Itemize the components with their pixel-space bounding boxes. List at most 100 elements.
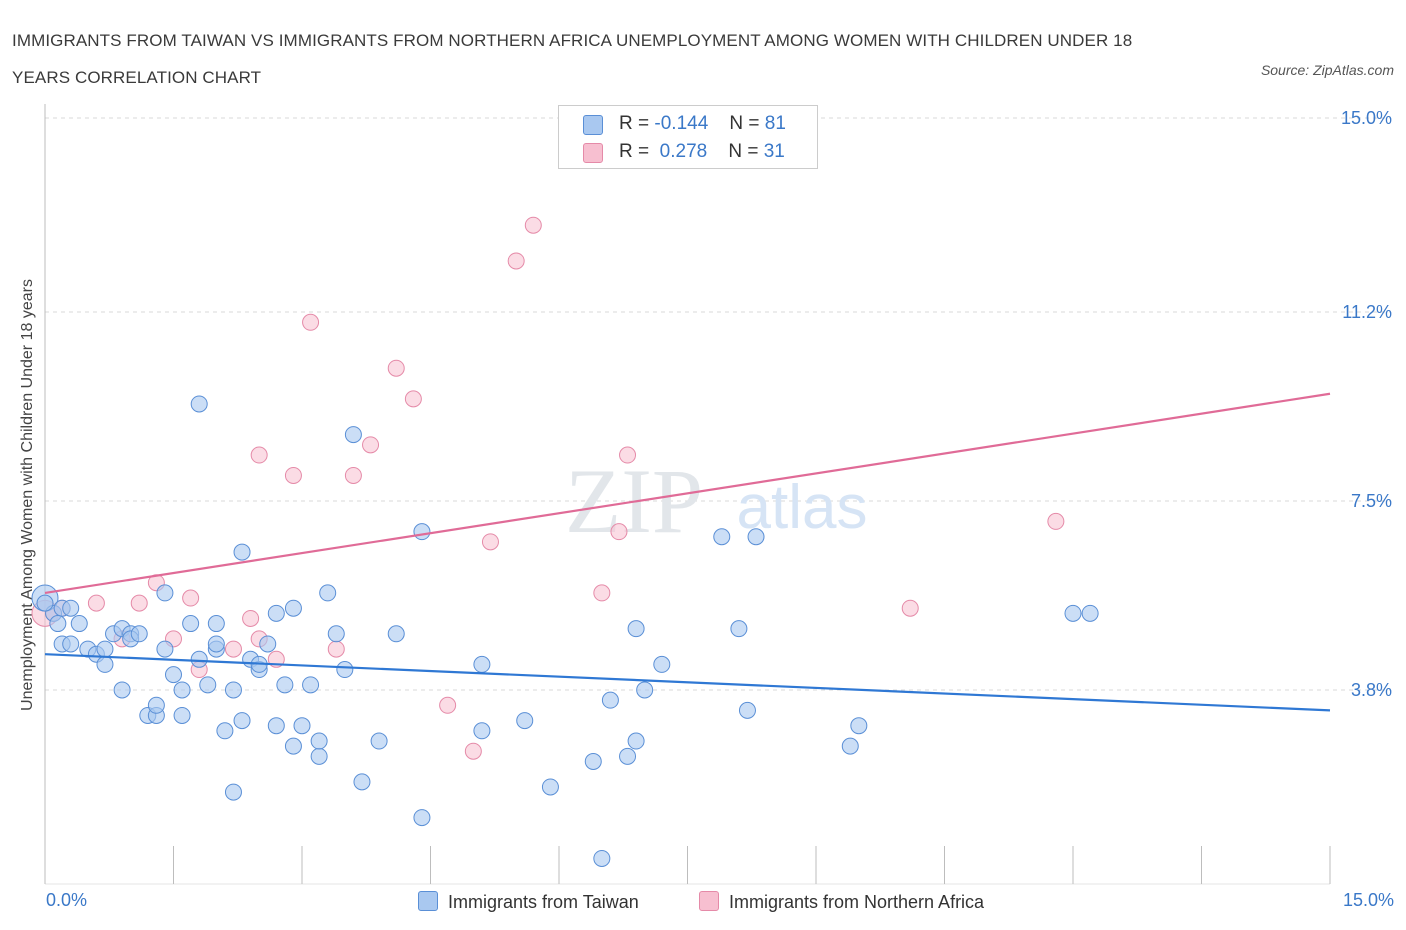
data-point-taiwan <box>224 681 242 699</box>
data-point-taiwan <box>130 625 148 643</box>
data-point-taiwan <box>267 717 285 735</box>
data-point-taiwan <box>207 635 225 653</box>
legend-item-northern-africa[interactable]: Immigrants from Northern Africa <box>699 889 984 915</box>
data-point-taiwan <box>601 691 619 709</box>
source-label: Source: ZipAtlas.com <box>1260 62 1394 78</box>
data-point-taiwan <box>156 640 174 658</box>
data-point-taiwan <box>173 681 191 699</box>
data-point-taiwan <box>62 635 80 653</box>
y-tick-label: 7.5% <box>1351 491 1392 511</box>
data-point-taiwan <box>147 696 165 714</box>
data-point-taiwan <box>841 737 859 755</box>
data-point-taiwan <box>1064 604 1082 622</box>
data-point-northern-africa <box>593 584 611 602</box>
data-point-taiwan <box>747 528 765 546</box>
data-point-taiwan <box>276 676 294 694</box>
data-point-taiwan <box>216 722 234 740</box>
data-point-taiwan <box>70 615 88 633</box>
data-point-taiwan <box>541 778 559 796</box>
data-point-northern-africa <box>610 523 628 541</box>
data-point-taiwan <box>327 625 345 643</box>
data-point-taiwan <box>302 676 320 694</box>
y-tick-label: 15.0% <box>1341 108 1392 128</box>
data-point-taiwan <box>516 712 534 730</box>
data-point-taiwan <box>1081 604 1099 622</box>
data-point-northern-africa <box>404 390 422 408</box>
data-point-taiwan <box>344 426 362 444</box>
data-point-taiwan <box>49 615 67 633</box>
data-point-northern-africa <box>344 466 362 484</box>
data-point-taiwan <box>370 732 388 750</box>
taiwan-r-label: R = <box>619 113 650 134</box>
trend-line-taiwan <box>44 653 1331 712</box>
data-point-taiwan <box>310 747 328 765</box>
data-point-taiwan <box>233 712 251 730</box>
data-point-northern-africa <box>130 594 148 612</box>
nafrica-n-value: 31 <box>763 141 785 162</box>
data-point-taiwan <box>165 666 182 684</box>
trend-lines <box>44 392 1331 712</box>
taiwan-n-label: N = <box>729 113 760 134</box>
data-point-northern-africa <box>1047 512 1065 530</box>
data-point-northern-africa <box>250 446 268 464</box>
data-point-taiwan <box>224 783 242 801</box>
data-point-northern-africa <box>87 594 105 612</box>
data-point-taiwan <box>36 594 54 612</box>
grid-lines <box>45 117 1390 691</box>
data-point-taiwan <box>413 523 431 541</box>
nafrica-r-label: R = <box>619 141 650 162</box>
data-point-northern-africa <box>327 640 345 658</box>
data-point-taiwan <box>353 773 371 791</box>
data-point-taiwan <box>730 620 748 638</box>
data-point-taiwan <box>182 615 200 633</box>
data-point-taiwan <box>413 809 431 827</box>
y-tick-label: 11.2% <box>1342 302 1392 322</box>
data-point-northern-africa <box>524 216 542 234</box>
data-point-northern-africa <box>481 533 499 551</box>
data-point-northern-africa <box>224 640 242 658</box>
legend-label-northern-africa: Immigrants from Northern Africa <box>729 892 985 912</box>
data-point-taiwan <box>113 681 131 699</box>
data-point-northern-africa <box>284 466 302 484</box>
data-point-taiwan <box>233 543 251 561</box>
data-point-taiwan <box>284 599 302 617</box>
data-point-taiwan <box>619 747 637 765</box>
data-point-taiwan <box>207 615 225 633</box>
trend-line-northern-africa <box>44 392 1331 595</box>
data-point-taiwan <box>96 640 114 658</box>
data-point-taiwan <box>190 650 208 668</box>
data-point-taiwan <box>627 620 645 638</box>
data-point-northern-africa <box>439 696 457 714</box>
data-point-taiwan <box>473 722 491 740</box>
x-tick-label-max: 15.0% <box>1342 890 1394 910</box>
data-point-taiwan <box>319 584 337 602</box>
series-northern-africa-points <box>31 216 1065 760</box>
data-point-taiwan <box>713 528 731 546</box>
data-point-taiwan <box>293 717 311 735</box>
data-point-taiwan <box>62 599 80 617</box>
data-point-taiwan <box>336 661 354 679</box>
series-legend: Immigrants from Taiwan Immigrants from N… <box>0 889 1406 915</box>
data-point-taiwan <box>627 732 645 750</box>
correlation-legend: R = -0.144 N = 81 R = 0.278 N = 31 <box>558 105 818 169</box>
data-point-northern-africa <box>302 313 320 331</box>
series-taiwan-points <box>31 395 1099 867</box>
data-point-taiwan <box>96 655 114 673</box>
data-point-northern-africa <box>387 359 405 377</box>
y-tick-labels: 3.8% 7.5% 11.2% 15.0% <box>1341 108 1392 700</box>
data-point-taiwan <box>738 701 756 719</box>
x-tick-label-min: 0.0% <box>46 890 88 910</box>
data-point-taiwan <box>473 655 491 673</box>
data-point-taiwan <box>310 732 328 750</box>
chart-title: IMMIGRANTS FROM TAIWAN VS IMMIGRANTS FRO… <box>12 31 1133 87</box>
data-point-taiwan <box>636 681 654 699</box>
nafrica-r-value: 0.278 <box>654 141 708 162</box>
legend-item-taiwan[interactable]: Immigrants from Taiwan <box>418 889 639 915</box>
data-point-northern-africa <box>507 252 525 270</box>
data-point-northern-africa <box>619 446 637 464</box>
data-point-taiwan <box>584 752 602 770</box>
data-point-taiwan <box>284 737 302 755</box>
northern-africa-swatch <box>583 143 603 163</box>
data-point-taiwan <box>267 604 285 622</box>
legend-swatch-northern-africa <box>699 891 719 911</box>
